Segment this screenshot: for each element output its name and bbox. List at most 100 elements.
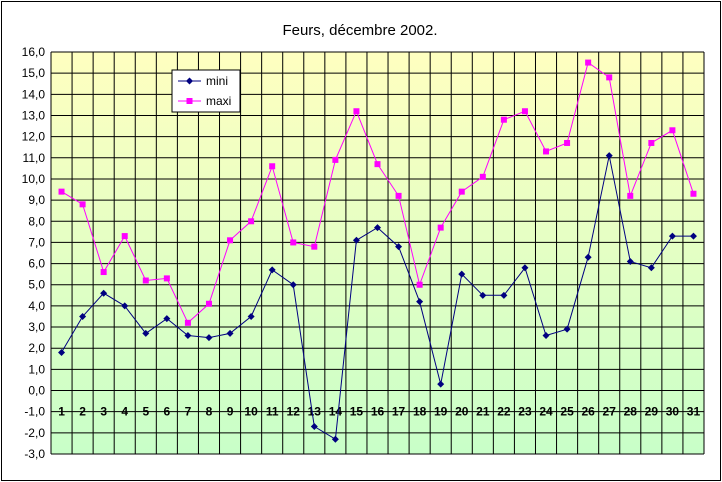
data-point-maxi xyxy=(332,156,339,163)
data-point-maxi xyxy=(564,139,571,146)
data-point-maxi xyxy=(142,277,149,284)
y-tick-label: 15,0 xyxy=(22,66,46,80)
x-tick-label: 19 xyxy=(434,405,448,419)
data-point-mini xyxy=(247,312,255,320)
plot-area xyxy=(51,52,704,454)
data-point-maxi xyxy=(648,139,655,146)
gridlines xyxy=(50,51,705,455)
x-tick-label: 18 xyxy=(413,405,427,419)
data-point-mini xyxy=(79,312,87,320)
data-point-mini xyxy=(479,291,487,299)
x-tick-label: 12 xyxy=(287,405,301,419)
data-point-mini xyxy=(331,435,339,443)
data-point-mini xyxy=(416,298,424,306)
x-axis-tick-labels: 1 2 3 4 5 6 7 8 9 10 11 12 13 14 15 16 17 18 19 20 21 22 23 24 2… xyxy=(58,405,700,419)
data-point-mini xyxy=(500,291,508,299)
x-tick-label: 20 xyxy=(455,405,469,419)
data-point-mini xyxy=(100,289,108,297)
x-tick-label: 21 xyxy=(476,405,490,419)
x-tick-label: 6 xyxy=(164,405,171,419)
y-tick-label: 16,0 xyxy=(22,45,46,59)
x-tick-label: 25 xyxy=(560,405,574,419)
x-tick-label: 3 xyxy=(100,405,107,419)
y-tick-label: 12,0 xyxy=(22,130,46,144)
data-point-mini xyxy=(58,348,66,356)
x-tick-label: 2 xyxy=(79,405,86,419)
data-point-mini xyxy=(310,422,318,430)
data-point-maxi xyxy=(479,173,486,180)
x-tick-label: 14 xyxy=(329,405,343,419)
data-point-mini xyxy=(205,334,213,342)
x-tick-label: 28 xyxy=(624,405,638,419)
data-point-maxi xyxy=(627,192,634,199)
x-tick-label: 15 xyxy=(350,405,364,419)
y-tick-label: 1,0 xyxy=(28,362,45,376)
data-point-maxi xyxy=(79,201,86,208)
x-tick-label: 10 xyxy=(244,405,258,419)
legend-marker-maxi xyxy=(186,98,193,104)
data-point-maxi xyxy=(248,218,255,225)
data-point-mini xyxy=(289,281,297,289)
legend-marker-mini xyxy=(186,77,193,85)
legend-label-mini: mini xyxy=(206,74,228,88)
data-point-mini xyxy=(563,325,571,333)
data-point-mini xyxy=(542,332,550,340)
y-tick-label: 7,0 xyxy=(28,235,45,249)
legend-label-maxi: maxi xyxy=(206,94,231,108)
data-point-maxi xyxy=(585,59,592,66)
data-point-maxi xyxy=(374,161,381,168)
x-tick-label: 11 xyxy=(266,405,279,419)
data-point-maxi xyxy=(205,300,212,307)
series-maxi xyxy=(58,59,697,326)
data-point-mini xyxy=(437,380,445,388)
data-point-mini xyxy=(395,243,403,251)
y-tick-label: 5,0 xyxy=(28,278,45,292)
data-point-maxi xyxy=(416,281,423,288)
x-tick-label: 4 xyxy=(121,405,128,419)
x-tick-label: 27 xyxy=(603,405,617,419)
data-point-maxi xyxy=(437,224,444,231)
y-tick-label: -2,0 xyxy=(24,426,45,440)
data-point-mini xyxy=(121,302,129,310)
chart-title: Feurs, décembre 2002. xyxy=(282,22,437,39)
x-tick-label: 13 xyxy=(308,405,322,419)
data-point-maxi xyxy=(353,108,360,115)
data-point-maxi xyxy=(690,190,697,197)
data-point-maxi xyxy=(500,116,507,123)
y-tick-label: 11,0 xyxy=(23,151,46,165)
x-tick-label: 5 xyxy=(142,405,149,419)
data-point-maxi xyxy=(543,148,550,155)
data-point-maxi xyxy=(227,237,234,244)
y-tick-label: -1,0 xyxy=(24,405,45,419)
data-point-mini xyxy=(352,236,360,244)
data-point-mini xyxy=(163,315,171,323)
data-point-mini xyxy=(268,266,276,274)
data-point-mini xyxy=(605,152,613,160)
y-tick-label: 8,0 xyxy=(28,214,45,228)
y-tick-label: 9,0 xyxy=(28,193,45,207)
x-tick-label: 24 xyxy=(539,405,553,419)
data-point-maxi xyxy=(100,269,107,276)
data-point-mini xyxy=(226,329,234,337)
data-point-maxi xyxy=(669,127,676,134)
y-tick-label: 14,0 xyxy=(22,87,46,101)
legend-box xyxy=(171,69,241,113)
series-layer xyxy=(58,59,697,443)
x-tick-label: 9 xyxy=(227,405,234,419)
y-tick-label: 6,0 xyxy=(28,257,45,271)
x-tick-label: 31 xyxy=(687,405,701,419)
y-tick-label: -3,0 xyxy=(24,447,45,461)
data-point-maxi xyxy=(458,188,465,195)
x-tick-label: 23 xyxy=(518,405,532,419)
y-axis-tick-labels: 16,0 15,0 14,0 13,0 12,0 11,0 10,0 9,0 8,0 7,0 6,0… xyxy=(22,45,46,461)
data-point-maxi xyxy=(395,192,402,199)
data-point-maxi xyxy=(184,319,191,326)
x-tick-label: 8 xyxy=(206,405,213,419)
data-point-mini xyxy=(689,232,697,240)
data-point-mini xyxy=(374,224,381,232)
data-point-mini xyxy=(521,264,529,272)
data-point-maxi xyxy=(521,108,528,115)
data-point-mini xyxy=(626,257,634,265)
x-tick-label: 26 xyxy=(581,405,595,419)
